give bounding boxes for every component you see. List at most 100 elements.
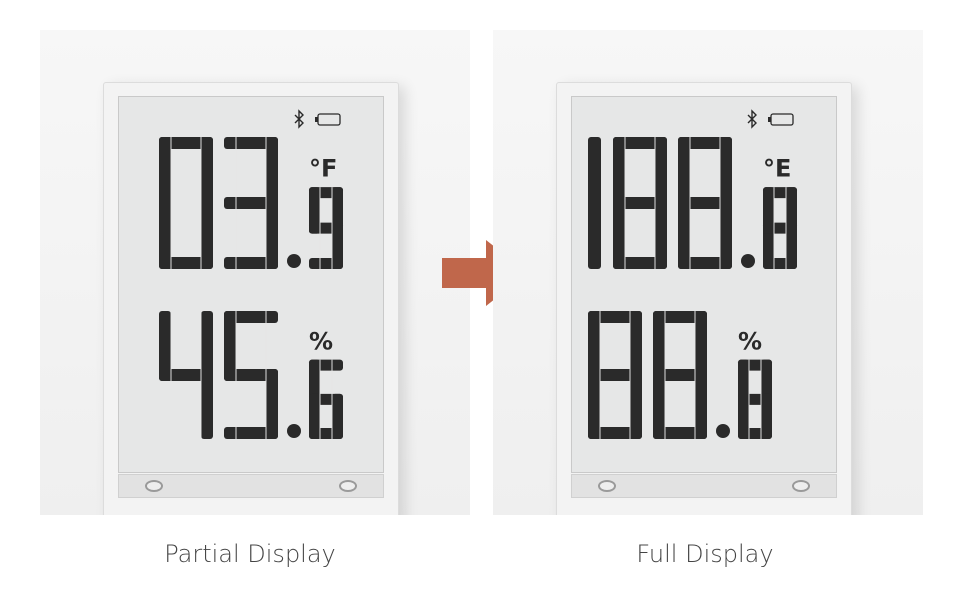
segment-d xyxy=(613,257,667,269)
seven-segment-digit xyxy=(613,137,667,269)
screw-hole xyxy=(339,480,357,492)
segment-e xyxy=(309,393,320,439)
segment-f xyxy=(159,311,171,381)
seven-segment-digit xyxy=(653,311,707,439)
seven-segment-digit xyxy=(678,137,732,269)
segment-d xyxy=(224,257,278,269)
segment-f xyxy=(309,359,320,405)
segment-b xyxy=(786,187,797,234)
screw-hole xyxy=(145,480,163,492)
segment-d xyxy=(159,257,213,269)
battery-tip xyxy=(768,117,771,122)
segment-e xyxy=(763,222,774,269)
segment-g xyxy=(653,369,707,381)
segment-b xyxy=(695,311,707,381)
segment-b xyxy=(201,311,213,381)
decimal-point xyxy=(287,254,301,268)
unit-label: % xyxy=(738,327,762,355)
segment-g xyxy=(763,222,797,234)
segment-f xyxy=(653,311,665,381)
segment-g xyxy=(224,369,278,381)
segment-b xyxy=(720,137,732,209)
battery-tip xyxy=(315,117,318,122)
seven-segment-digit xyxy=(588,311,642,439)
segment-g xyxy=(224,197,278,209)
segment-c xyxy=(201,369,213,439)
segment-c xyxy=(655,197,667,269)
eink-screen: °F% xyxy=(118,96,384,473)
seven-segment-digit xyxy=(224,137,278,269)
decimal-point xyxy=(716,424,730,438)
segment-c xyxy=(720,197,732,269)
segment-b xyxy=(630,311,642,381)
segment-c xyxy=(786,222,797,269)
segment-b xyxy=(332,187,343,234)
caption-full: Full Display xyxy=(636,540,774,568)
segment-b xyxy=(201,137,213,209)
segment xyxy=(588,137,601,269)
segment-a xyxy=(613,137,667,149)
segment-c xyxy=(201,197,213,269)
segment-e xyxy=(678,197,690,269)
segment-b xyxy=(761,359,772,405)
segment-f xyxy=(224,311,236,381)
unit-label: °E xyxy=(763,155,791,183)
segment-g xyxy=(159,369,213,381)
segment-d xyxy=(309,258,343,269)
bluetooth-icon xyxy=(294,109,304,129)
decimal-point xyxy=(741,254,755,268)
screw-hole xyxy=(598,480,616,492)
segment-a xyxy=(653,311,707,323)
segment-e xyxy=(588,369,600,439)
segment-g xyxy=(613,197,667,209)
segment-c xyxy=(266,197,278,269)
battery-icon xyxy=(770,113,794,126)
segment-g xyxy=(678,197,732,209)
segment-c xyxy=(695,369,707,439)
segment-e xyxy=(653,369,665,439)
segment-c xyxy=(332,393,343,439)
segment-c xyxy=(266,369,278,439)
battery-icon xyxy=(317,113,341,126)
segment-e xyxy=(159,197,171,269)
full-display-panel: °E% xyxy=(493,30,923,515)
segment-d xyxy=(678,257,732,269)
segment-g xyxy=(309,222,343,234)
segment-f xyxy=(678,137,690,209)
seven-segment-digit xyxy=(588,137,601,269)
segment-d xyxy=(588,427,642,439)
segment-f xyxy=(738,359,749,405)
unit-label: °F xyxy=(309,155,337,183)
segment-g xyxy=(588,369,642,381)
decimal-point xyxy=(287,424,301,438)
segment-e xyxy=(613,197,625,269)
seven-segment-digit xyxy=(309,359,343,439)
caption-partial: Partial Display xyxy=(164,540,336,568)
unit-label: % xyxy=(309,327,333,355)
segment-a xyxy=(588,311,642,323)
segment-c xyxy=(630,369,642,439)
segment-a xyxy=(224,311,278,323)
segment-f xyxy=(309,187,320,234)
seven-segment-digit xyxy=(159,311,213,439)
seven-segment-digit xyxy=(159,137,213,269)
thermometer-device: °F% xyxy=(103,82,399,515)
seven-segment-digit xyxy=(763,187,797,269)
segment-a xyxy=(159,137,213,149)
segment-f xyxy=(613,137,625,209)
lcd-digits: °F% xyxy=(159,109,343,439)
segment-a xyxy=(224,137,278,149)
segment-f xyxy=(588,311,600,381)
lcd-digits: °E% xyxy=(588,109,797,439)
segment-g xyxy=(738,393,772,405)
bluetooth-icon xyxy=(747,109,757,129)
segment-f xyxy=(159,137,171,209)
segment-d xyxy=(653,427,707,439)
seven-segment-digit xyxy=(309,187,343,269)
seven-segment-digit xyxy=(224,311,278,439)
segment-f xyxy=(763,187,774,234)
screw-hole xyxy=(792,480,810,492)
segment-b xyxy=(655,137,667,209)
segment-d xyxy=(224,427,278,439)
segment-c xyxy=(761,393,772,439)
